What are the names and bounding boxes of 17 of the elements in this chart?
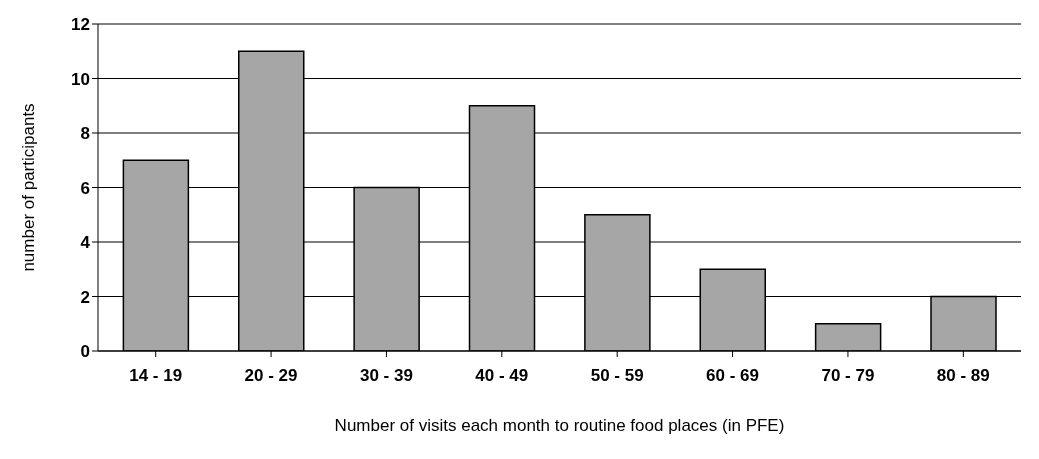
y-tick-label: 0	[80, 342, 90, 362]
x-tick-label: 60 - 69	[706, 366, 760, 386]
x-tick-label: 70 - 79	[821, 366, 875, 386]
y-tick-label: 10	[71, 69, 90, 89]
x-tick-label: 50 - 59	[590, 366, 644, 386]
y-tick-label: 2	[80, 287, 90, 307]
x-tick-label: 40 - 49	[475, 366, 529, 386]
x-tick-label: 14 - 19	[129, 366, 183, 386]
x-tick-label: 20 - 29	[244, 366, 298, 386]
y-tick-label: 8	[80, 124, 90, 144]
x-axis-title: Number of visits each month to routine food places (in PFE)	[334, 416, 785, 435]
y-tick-label: 4	[80, 233, 91, 253]
x-tick-label: 30 - 39	[359, 366, 413, 386]
x-tick-label: 80 - 89	[936, 366, 990, 386]
y-axis-title: number of participants	[19, 103, 39, 272]
y-tick-label: 12	[71, 15, 90, 35]
y-tick-label: 6	[80, 178, 90, 198]
